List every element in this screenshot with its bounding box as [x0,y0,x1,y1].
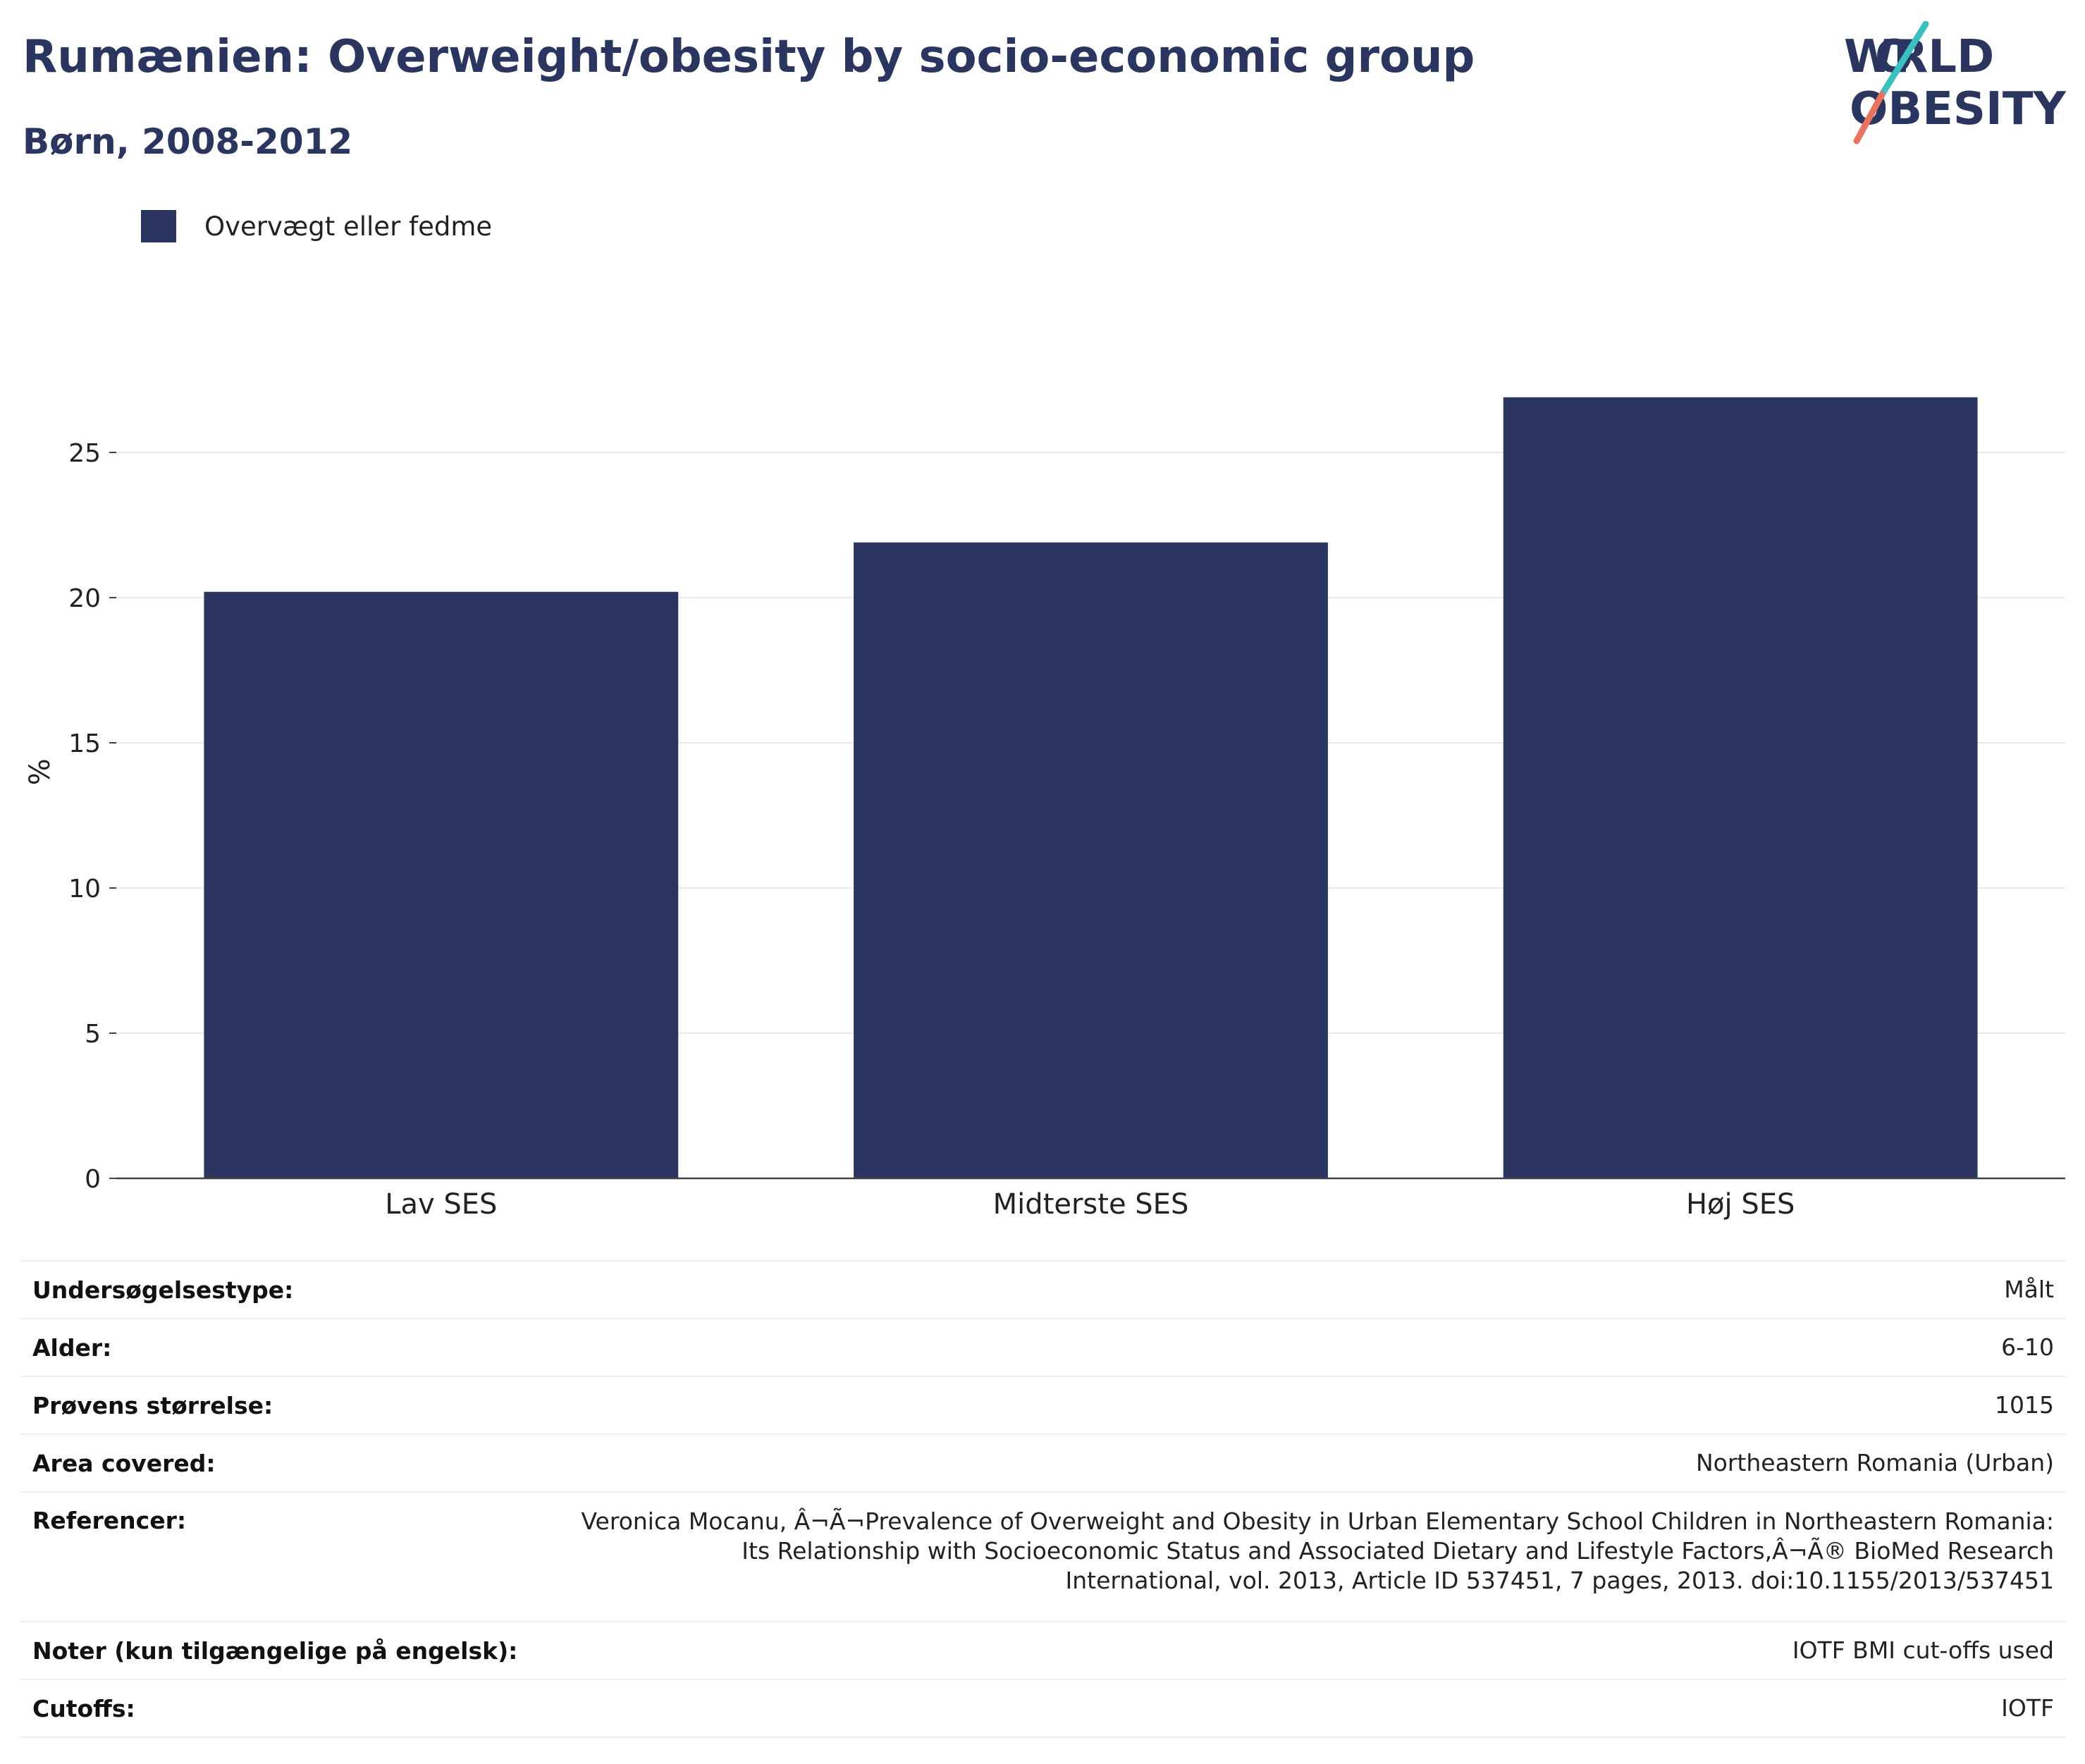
svg-text:RLD: RLD [1893,31,1994,83]
y-tick-label: 15 [68,729,101,758]
svg-text:W: W [1844,31,1894,83]
info-row: Undersøgelsestype: Målt [21,1260,2065,1319]
info-key: Undersøgelsestype: [21,1260,539,1319]
info-table: Undersøgelsestype: Målt Alder: 6-10 Prøvens … [21,1260,2065,1738]
info-value-text: IOTF BMI cut-offs used [1792,1636,2054,1664]
info-row: Area covered: Northeastern Romania (Urban… [21,1433,2065,1493]
info-value: IOTF BMI cut-offs used [539,1621,2065,1680]
chart-subtitle: Børn, 2008-2012 [23,121,353,162]
info-value: 6-10 [539,1318,2065,1377]
chart-title: Rumænien: Overweight/obesity by socio-ec… [23,31,1475,83]
bar-chart: 0 5 10 15 20 25% Lav SES Midterste SES Høj SES [24,397,2065,1221]
info-value-text: 1015 [1995,1391,2054,1419]
info-key: Noter (kun tilgængelige på engelsk): [21,1621,539,1680]
bar [204,591,679,1178]
x-tick-label: Lav SES [385,1188,497,1221]
info-row: Cutoffs: IOTF [21,1679,2065,1738]
info-value: IOTF [539,1679,2065,1738]
x-tick-label: Midterste SES [993,1188,1189,1221]
info-value-text: Veronica Mocanu, Â¬Ã¬Prevalence of Overw… [581,1507,2054,1594]
y-tick-label: 10 [68,875,101,903]
info-key: Cutoffs: [21,1679,539,1738]
info-value-text: Northeastern Romania (Urban) [1695,1449,2054,1476]
info-row: Prøvens størrelse: 1015 [21,1376,2065,1435]
y-tick-label: 5 [85,1020,101,1049]
info-key: Referencer: [21,1491,539,1622]
info-value: Northeastern Romania (Urban) [539,1433,2065,1493]
info-row: Noter (kun tilgængelige på engelsk): IOTF… [21,1621,2065,1680]
info-row: Alder: 6-10 [21,1318,2065,1377]
info-value-text: 6-10 [2001,1333,2054,1361]
info-value: 1015 [539,1376,2065,1435]
info-value-text: IOTF [2001,1694,2054,1722]
info-key: Area covered: [21,1433,539,1493]
y-tick-label: 20 [68,584,101,613]
y-tick-label: 0 [85,1165,101,1194]
info-key: Prøvens størrelse: [21,1376,539,1435]
y-tick-label: 25 [68,439,101,468]
info-value: Målt [539,1260,2065,1319]
info-value-text: Målt [2004,1276,2054,1303]
x-tick-label: Høj SES [1686,1188,1795,1221]
bar [1503,397,1978,1178]
info-row: Referencer: Veronica Mocanu, Â¬Ã¬Prevalen… [21,1491,2065,1622]
y-axis-label: % [24,758,56,785]
info-key: Alder: [21,1318,539,1377]
chart-legend: Overvægt eller fedme [141,210,492,242]
legend-label: Overvægt eller fedme [204,211,493,242]
info-value: Veronica Mocanu, Â¬Ã¬Prevalence of Overw… [539,1491,2065,1622]
legend-swatch [141,210,176,242]
world-obesity-logo: W RLD O OBESITY [1844,21,2066,144]
bar [854,542,1328,1178]
